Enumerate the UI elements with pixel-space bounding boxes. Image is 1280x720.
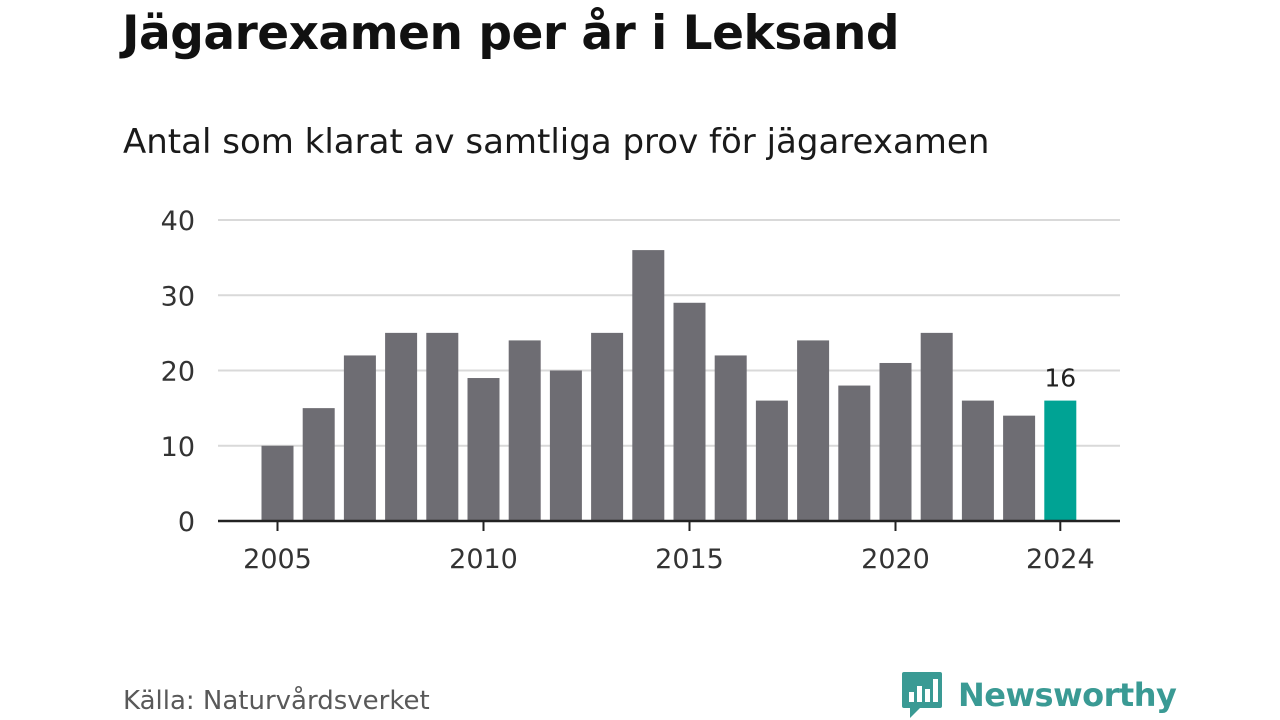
bar-value-label: 16 (1044, 364, 1076, 393)
bar-2006 (302, 408, 335, 521)
bar-highlight-2024 (1044, 400, 1077, 521)
bar-2013 (591, 332, 624, 521)
newsworthy-logo: Newsworthy (900, 670, 1177, 720)
y-tick-label: 40 (161, 206, 195, 237)
y-tick-label: 30 (161, 281, 195, 312)
bar-2015 (673, 302, 706, 521)
newsworthy-logo-text: Newsworthy (958, 676, 1177, 714)
bar-2022 (961, 400, 994, 521)
bar-2012 (549, 370, 582, 521)
bar-2020 (879, 362, 912, 521)
bar-2009 (426, 332, 459, 521)
y-tick-label: 20 (161, 357, 195, 388)
bar-2011 (508, 340, 541, 521)
newsworthy-logo-icon (902, 672, 942, 718)
x-tick-label: 2020 (861, 544, 930, 575)
bar-2019 (838, 385, 871, 521)
bar-2018 (797, 340, 830, 521)
bars (261, 250, 1077, 521)
x-tick-label: 2024 (1026, 544, 1095, 575)
bar-chart: 0 10 20 30 40 16 2005 2010 2015 2020 2024 (161, 206, 1120, 575)
bar-2010 (467, 378, 500, 521)
bar-2016 (714, 355, 747, 521)
bar-2021 (920, 332, 953, 521)
bar-2017 (755, 400, 788, 521)
x-tick-label: 2005 (243, 544, 312, 575)
labels: 0 10 20 30 40 16 2005 2010 2015 2020 2024 (161, 206, 1095, 575)
chart-title: Jägarexamen per år i Leksand (122, 6, 900, 61)
bar-2008 (385, 332, 418, 521)
source-note: Källa: Naturvårdsverket (123, 686, 430, 716)
bar-2014 (632, 250, 665, 521)
y-tick-label: 10 (161, 432, 195, 463)
axes (218, 519, 1120, 531)
x-tick-label: 2015 (655, 544, 724, 575)
bar-2023 (1003, 415, 1036, 521)
bar-2007 (343, 355, 376, 521)
chart-subtitle: Antal som klarat av samtliga prov för jä… (123, 122, 990, 162)
y-tick-label: 0 (178, 507, 195, 538)
bar-2005 (261, 445, 294, 521)
x-tick-label: 2010 (449, 544, 518, 575)
